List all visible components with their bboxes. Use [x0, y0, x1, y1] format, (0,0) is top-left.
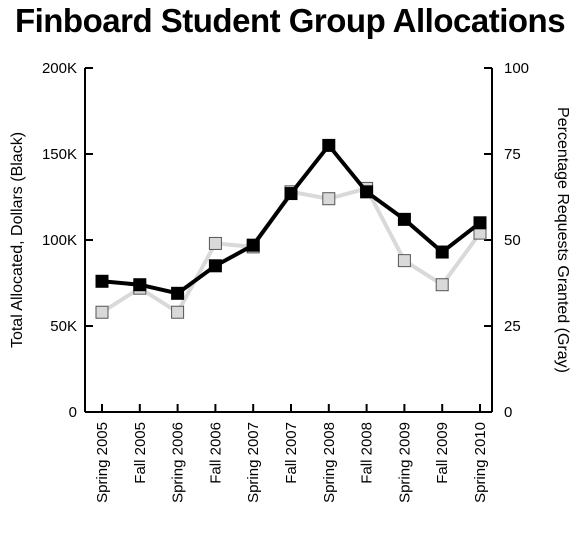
black-series-point — [133, 278, 147, 292]
gray-series-point — [171, 305, 185, 319]
x-tick-label: Fall 2006 — [207, 422, 224, 484]
x-tick-label: Spring 2006 — [170, 422, 187, 503]
x-tick-label: Spring 2009 — [396, 422, 413, 503]
chart-title: Finboard Student Group Allocations — [14, 2, 566, 39]
black-series-point — [171, 286, 185, 300]
black-series-point — [95, 274, 109, 288]
x-tick-label: Spring 2005 — [94, 422, 111, 503]
gray-series-line — [100, 186, 482, 315]
x-tick-label: Fall 2005 — [132, 422, 149, 484]
left-axis-title: Total Allocated, Dollars (Black) — [9, 132, 26, 348]
left-y-tick-label: 150K — [42, 146, 77, 163]
x-tick-label: Fall 2009 — [434, 422, 451, 484]
x-tick-label: Spring 2008 — [321, 422, 338, 503]
right-y-tick-label: 25 — [504, 318, 521, 335]
right-y-tick-label: 100 — [504, 60, 529, 77]
black-series-point — [208, 259, 222, 273]
black-series-point — [435, 245, 449, 259]
gray-series-point — [95, 305, 109, 319]
gray-series-point — [208, 236, 222, 250]
gray-series-point — [435, 278, 449, 292]
black-series-point — [397, 212, 411, 226]
right-axis-title: Percentage Requests Granted (Gray) — [554, 107, 571, 373]
left-y-tick-label: 100K — [42, 232, 77, 249]
right-y-tick-label: 75 — [504, 146, 521, 163]
gray-series-point — [397, 254, 411, 268]
x-tick-label: Fall 2008 — [359, 422, 376, 484]
black-series-point — [360, 185, 374, 199]
black-series-point — [322, 138, 336, 152]
gray-series-point — [322, 192, 336, 206]
black-series-point — [246, 238, 260, 252]
right-y-tick-label: 0 — [504, 404, 512, 421]
x-tick-label: Fall 2007 — [283, 422, 300, 484]
black-series-point — [284, 187, 298, 201]
left-y-tick-label: 50K — [50, 318, 77, 335]
x-tick-label: Spring 2007 — [245, 422, 262, 503]
black-series-point — [473, 216, 487, 230]
left-y-tick-label: 200K — [42, 60, 77, 77]
x-tick-label: Spring 2010 — [472, 422, 489, 503]
left-y-tick-label: 0 — [69, 404, 77, 421]
right-y-tick-label: 50 — [504, 232, 521, 249]
